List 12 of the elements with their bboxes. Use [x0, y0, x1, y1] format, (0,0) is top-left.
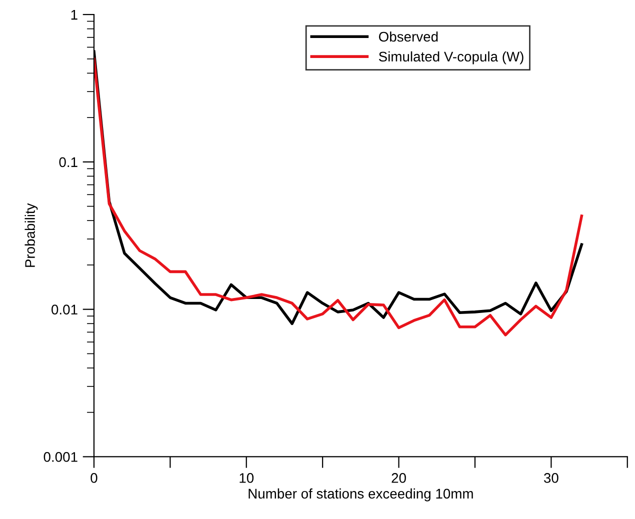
x-tick-label: 10: [240, 473, 254, 483]
legend-label: Observed: [378, 31, 438, 42]
y-tick-label: 1: [71, 10, 78, 20]
x-tick-label: 20: [392, 473, 406, 483]
x-tick-label: 30: [544, 473, 558, 483]
y-axis-title: Probability: [24, 203, 38, 267]
x-axis-title: Number of stations exceeding 10mm: [248, 488, 473, 502]
x-tick-label: 0: [90, 473, 98, 483]
y-tick-label: 0.1: [59, 157, 78, 168]
legend-label: Simulated V-copula (W): [378, 51, 524, 64]
y-tick-label: 0.001: [44, 452, 78, 462]
y-tick-label: 0.01: [52, 304, 78, 314]
